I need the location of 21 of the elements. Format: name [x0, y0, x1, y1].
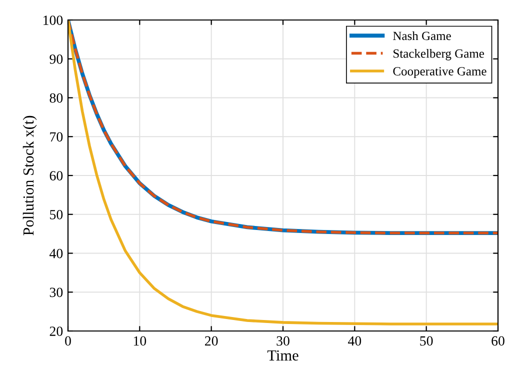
x-tick-label: 60 [492, 336, 504, 346]
legend-label: Nash Game [393, 31, 451, 40]
y-tick-label: 70 [50, 132, 63, 142]
y-tick-label: 90 [50, 54, 63, 64]
y-tick-label: 50 [50, 210, 63, 220]
x-tick-label: 20 [205, 336, 218, 346]
x-axis-title: Time [267, 350, 298, 361]
y-tick-label: 40 [50, 248, 63, 258]
x-tick-label: 50 [420, 336, 433, 346]
x-tick-label: 30 [276, 336, 290, 346]
y-axis-title: Pollution Stock x(t) [22, 116, 37, 236]
legend-label: Stackelberg Game [394, 48, 484, 60]
y-tick-label: 80 [50, 93, 63, 103]
x-tick-label: 40 [348, 336, 362, 346]
legend-label: Cooperative Game [393, 67, 486, 78]
y-tick-label: 100 [44, 16, 63, 25]
y-tick-label: 30 [50, 288, 63, 298]
y-tick-label: 20 [50, 326, 63, 336]
x-tick-label: 0 [65, 336, 71, 346]
y-tick-label: 60 [50, 171, 63, 180]
x-tick-label: 10 [134, 336, 146, 346]
